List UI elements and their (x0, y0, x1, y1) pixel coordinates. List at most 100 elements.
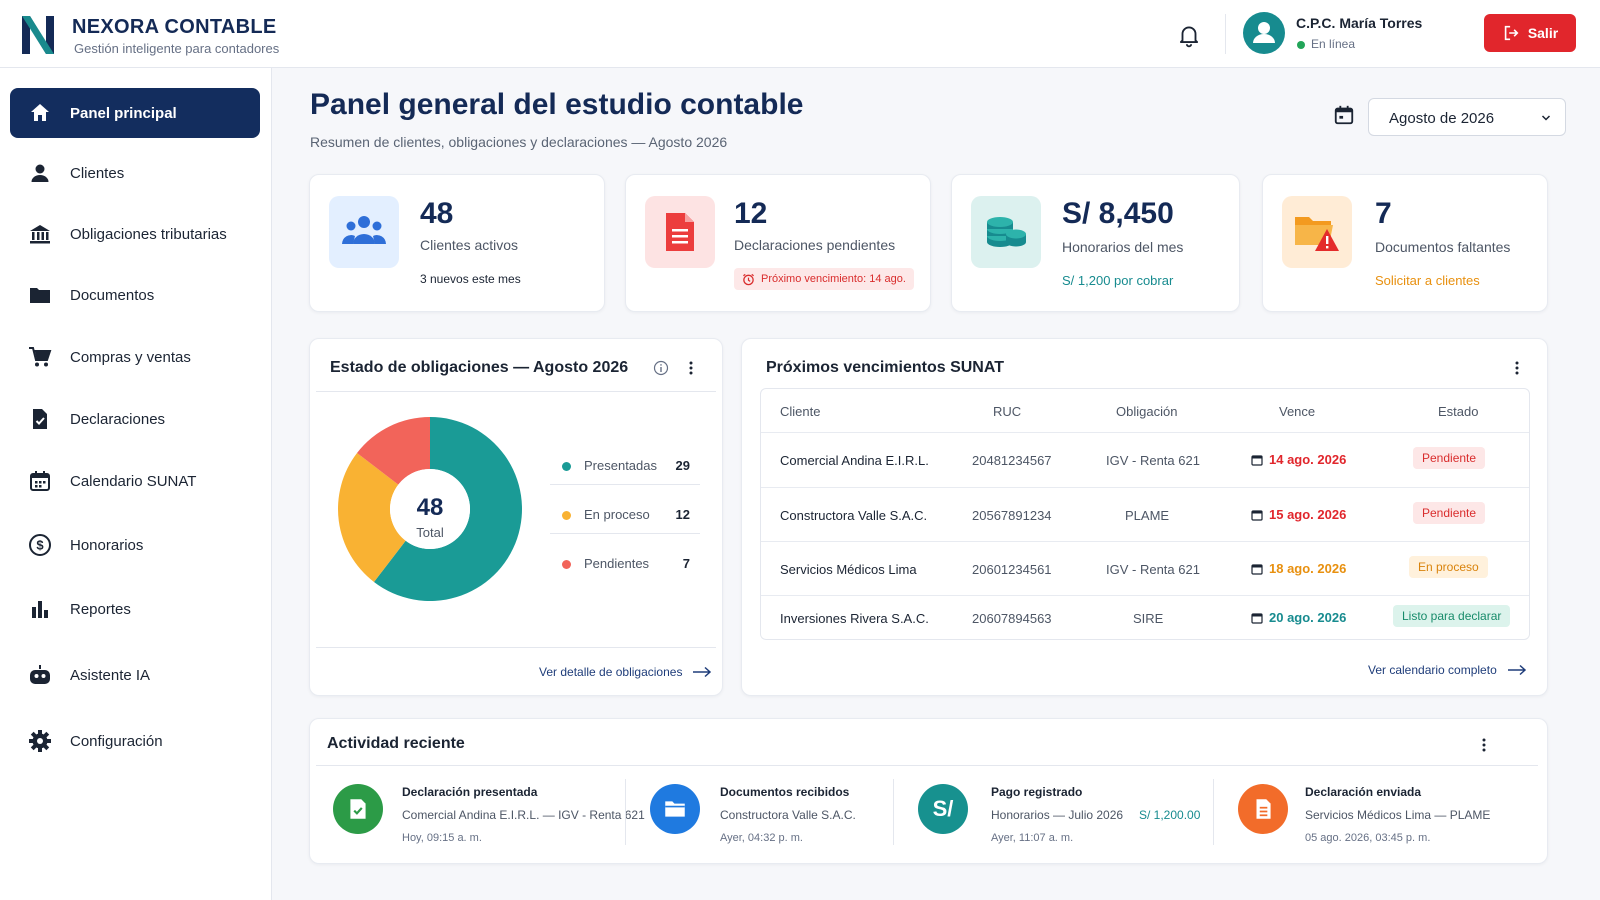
activity-separator (625, 779, 626, 845)
table-row[interactable]: Servicios Médicos Lima 20601234561 IGV -… (761, 541, 1529, 595)
info-icon[interactable] (653, 360, 669, 376)
kpi-card-declarations[interactable]: 12 Declaraciones pendientes Próximo venc… (625, 174, 931, 312)
user-avatar-icon (1253, 22, 1275, 43)
card-divider (316, 765, 1538, 766)
user-status: En línea (1311, 37, 1356, 51)
legend-swatch (562, 511, 571, 520)
activity-item-time: Ayer, 11:07 a. m. (991, 832, 1074, 844)
cell-ruc: 20607894563 (972, 611, 1052, 626)
activity-item-time: 05 ago. 2026, 03:45 p. m. (1305, 832, 1431, 844)
avatar[interactable] (1243, 12, 1285, 54)
activity-item-title: Declaración presentada (402, 785, 538, 799)
sidebar-item-label: Documentos (70, 286, 155, 304)
cell-ruc: 20567891234 (972, 508, 1052, 523)
kpi-note: S/ 1,200 por cobrar (1062, 273, 1174, 288)
activity-item-amount: S/ 1,200.00 (1139, 808, 1201, 822)
sidebar-item-label: Compras y ventas (70, 348, 191, 366)
deadline-alert-badge: Próximo vencimiento: 14 ago. (734, 268, 914, 290)
logout-button[interactable]: Salir (1484, 14, 1576, 52)
kpi-value: 48 (420, 197, 454, 230)
obligations-detail-link[interactable]: Ver detalle de obligaciones (539, 665, 712, 679)
arrow-right-icon (693, 666, 712, 678)
cell-obligation: PLAME (1125, 508, 1170, 523)
obligations-card: Estado de obligaciones — Agosto 2026 48 … (309, 338, 723, 696)
cell-obligation: IGV - Renta 621 (1106, 453, 1200, 468)
cell-due: 20 ago. 2026 (1251, 610, 1346, 625)
sidebar-item-declaraciones[interactable]: Declaraciones (10, 394, 260, 444)
calendar-icon (30, 471, 50, 491)
sidebar-item-documentos[interactable]: Documentos (10, 270, 260, 320)
status-badge: Pendiente (1413, 502, 1486, 524)
donut-slice-pendientes (357, 417, 430, 485)
due-date: 15 ago. 2026 (1269, 507, 1347, 522)
cell-due: 18 ago. 2026 (1251, 561, 1346, 576)
sidebar-item-label: Reportes (70, 600, 131, 618)
sidebar-item-label: Clientes (70, 164, 125, 182)
period-select[interactable]: Agosto de 2026 (1368, 98, 1566, 136)
bank-icon (30, 225, 50, 244)
more-options-icon[interactable] (1476, 737, 1492, 753)
kpi-icon-box (645, 196, 715, 268)
calendar-small-icon (1251, 454, 1263, 466)
column-header: RUC (993, 404, 1022, 419)
table-row[interactable]: Constructora Valle S.A.C. 20567891234 PL… (761, 487, 1529, 541)
logout-icon (1504, 25, 1519, 41)
kpi-icon-box (1282, 196, 1352, 268)
sidebar-item-label: Declaraciones (70, 410, 166, 428)
online-status-dot (1297, 41, 1305, 49)
status-badge: Listo para declarar (1393, 605, 1511, 627)
column-header: Estado (1438, 404, 1479, 419)
sidebar-item-reportes[interactable]: Reportes (10, 584, 260, 634)
deadlines-title: Próximos vencimientos SUNAT (766, 359, 1004, 376)
sidebar-item-obligaciones[interactable]: Obligaciones tributarias (10, 209, 260, 259)
more-options-icon[interactable] (683, 360, 699, 376)
table-row[interactable]: Inversiones Rivera S.A.C. 20607894563 SI… (761, 595, 1529, 639)
obligations-donut-chart (338, 417, 522, 601)
obligations-title: Estado de obligaciones — Agosto 2026 (330, 359, 629, 376)
activity-item-desc: Constructora Valle S.A.C. (720, 808, 856, 822)
activity-icon (650, 784, 700, 834)
due-date: 18 ago. 2026 (1269, 561, 1347, 576)
table-row[interactable]: Comercial Andina E.I.R.L. 20481234567 IG… (761, 432, 1529, 487)
kpi-card-documents[interactable]: 7 Documentos faltantes Solicitar a clien… (1262, 174, 1548, 312)
user-icon (31, 164, 49, 182)
kpi-label: Honorarios del mes (1062, 239, 1184, 255)
calendar-full-link[interactable]: Ver calendario completo (1368, 663, 1527, 677)
arrow-right-icon (1507, 664, 1526, 676)
activity-separator (1213, 779, 1214, 845)
sidebar-item-configuracion[interactable]: Configuración (10, 716, 260, 766)
legend-value: 29 (675, 458, 690, 473)
sidebar-item-panel-principal[interactable]: Panel principal (10, 88, 260, 138)
sidebar-item-asistente-ia[interactable]: Asistente IA (10, 650, 260, 700)
due-date: 20 ago. 2026 (1269, 610, 1347, 625)
kpi-note: Próximo vencimiento: 14 ago. (761, 273, 906, 285)
folder-alert-icon (1295, 217, 1339, 251)
sidebar-item-label: Panel principal (70, 104, 177, 122)
request-docs-link[interactable]: Solicitar a clientes (1375, 273, 1480, 288)
donut-hole (390, 469, 470, 549)
check-doc-icon (350, 799, 366, 819)
kpi-card-clients[interactable]: 48 Clientes activos 3 nuevos este mes (309, 174, 605, 312)
user-name: C.P.C. María Torres (1296, 15, 1423, 31)
cell-client: Comercial Andina E.I.R.L. (780, 453, 929, 468)
kpi-card-fees[interactable]: S/ 8,450 Honorarios del mes S/ 1,200 por… (951, 174, 1240, 312)
calendar-small-icon (1251, 509, 1263, 521)
calendar-small-icon (1251, 612, 1263, 624)
legend-swatch (562, 462, 571, 471)
kpi-label: Clientes activos (420, 237, 519, 253)
sidebar-item-honorarios[interactable]: $ Honorarios (10, 520, 260, 570)
legend-divider (550, 533, 700, 534)
sidebar-item-clientes[interactable]: Clientes (10, 148, 260, 198)
bell-icon[interactable] (1176, 22, 1202, 48)
activity-item-title: Documentos recibidos (720, 785, 850, 799)
cell-client: Inversiones Rivera S.A.C. (780, 611, 929, 626)
status-badge: En proceso (1409, 556, 1488, 578)
sidebar-item-calendario[interactable]: Calendario SUNAT (10, 456, 260, 506)
activity-separator (893, 779, 894, 845)
more-options-icon[interactable] (1509, 360, 1525, 376)
cell-ruc: 20481234567 (972, 453, 1052, 468)
cell-client: Constructora Valle S.A.C. (780, 508, 928, 523)
link-label: Ver detalle de obligaciones (539, 665, 683, 679)
sidebar-item-label: Asistente IA (70, 666, 151, 684)
sidebar-item-compras-ventas[interactable]: Compras y ventas (10, 332, 260, 382)
